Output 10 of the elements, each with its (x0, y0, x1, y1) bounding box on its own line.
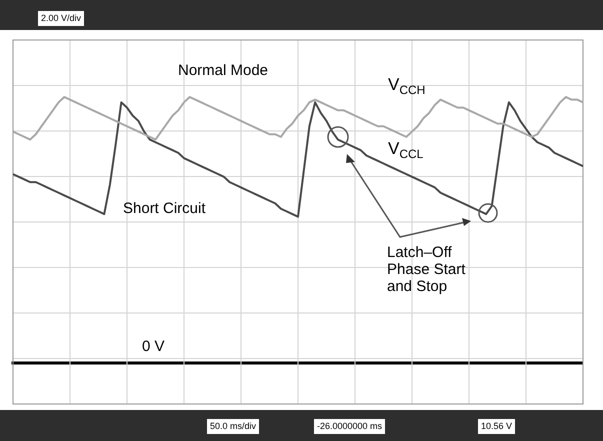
annotation: Latch–Off Phase Start and Stop (387, 244, 466, 295)
text: 50.0 ms/div (207, 419, 260, 434)
series-label: V$_{CCH}$ (388, 75, 426, 99)
series-label: V$_{CCL}$ (388, 139, 424, 163)
text: -26.0000000 ms (314, 419, 386, 434)
text: 2.00 V/div (38, 11, 84, 26)
annotation: Short Circuit (123, 200, 206, 217)
text: 10.56 V (478, 419, 516, 434)
annotation: 0 V (142, 338, 165, 355)
text: Normal Mode (178, 62, 268, 79)
